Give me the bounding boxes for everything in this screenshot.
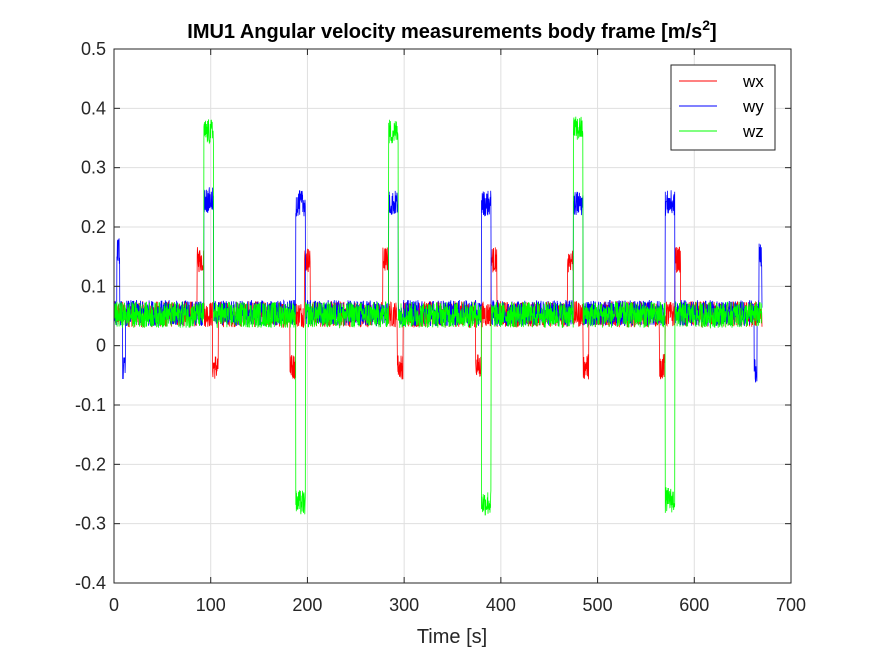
y-tick-label: 0.2	[81, 217, 106, 237]
x-tick-label: 100	[196, 595, 226, 615]
x-tick-label: 200	[292, 595, 322, 615]
y-tick-label: 0.4	[81, 98, 106, 118]
y-tick-label: 0.1	[81, 276, 106, 296]
axes-box	[113, 48, 792, 584]
x-tick-label: 500	[583, 595, 613, 615]
y-tick-label: -0.4	[75, 573, 106, 593]
chart-title-main: IMU1 Angular velocity measurements body …	[187, 21, 702, 43]
chart-title-superscript: 2	[702, 17, 710, 33]
x-tick-label: 0	[109, 595, 119, 615]
y-tick-label: 0.3	[81, 158, 106, 178]
x-tick-label: 300	[389, 595, 419, 615]
legend: wx wy wz	[670, 64, 776, 151]
legend-label-wx: wx	[742, 72, 764, 91]
x-tick-label: 700	[776, 595, 806, 615]
x-axis-label: Time [s]	[417, 626, 487, 648]
y-tick-label: 0.5	[81, 39, 106, 59]
series-line-wz	[113, 116, 763, 516]
x-tick-label: 400	[486, 595, 516, 615]
y-tick-label: 0	[96, 336, 106, 356]
legend-label-wy: wy	[742, 97, 764, 116]
ticks: 0 100 200 300 400 500 600 700 -0.4 -0.3 -0.2 -0.1 0 0…	[75, 39, 806, 615]
y-tick-label: -0.2	[75, 454, 106, 474]
chart-title-suffix: ]	[710, 21, 717, 43]
y-tick-label: -0.3	[75, 514, 106, 534]
legend-box	[670, 64, 776, 151]
y-tick-label: -0.1	[75, 395, 106, 415]
chart-title: IMU1 Angular velocity measurements body …	[187, 17, 716, 43]
legend-label-wz: wz	[742, 122, 764, 141]
series-layer	[113, 116, 763, 516]
x-tick-label: 600	[679, 595, 709, 615]
